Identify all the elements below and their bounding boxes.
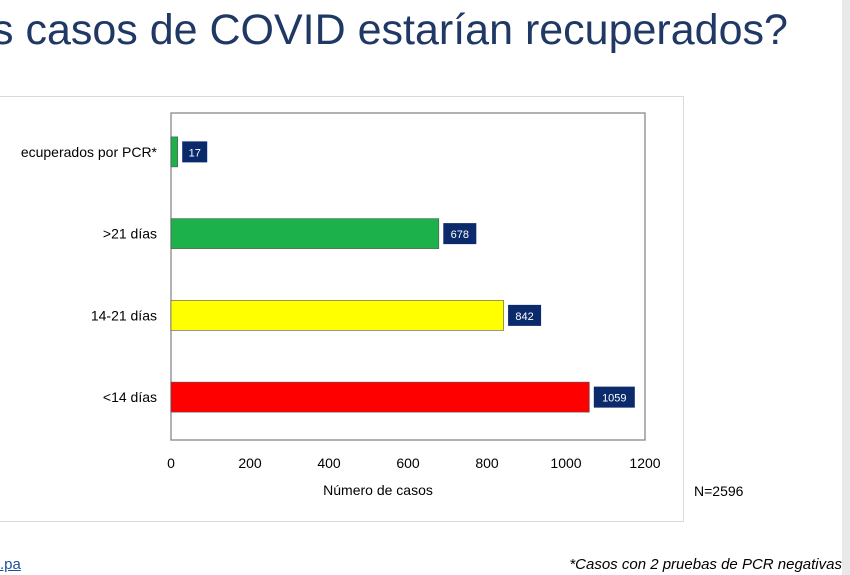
footnote: *Casos con 2 pruebas de PCR negativas	[569, 556, 842, 573]
data-label-box	[592, 385, 636, 409]
x-tick-label: 800	[475, 455, 499, 471]
data-label: 1059	[602, 393, 626, 405]
bar	[170, 136, 179, 168]
category-label: <14 días	[103, 389, 157, 405]
x-tick-label: 0	[167, 455, 175, 471]
plot-area-border	[170, 112, 646, 441]
data-label-box	[181, 140, 209, 164]
bar	[170, 218, 440, 249]
chart-frame: 0 200 400 600 800 1000 1200 Número de casos ecup…	[0, 96, 684, 522]
bar	[170, 300, 504, 331]
x-tick-label: 400	[317, 455, 341, 471]
x-tick-label: 1200	[629, 455, 660, 471]
sample-size-label: N=2596	[694, 483, 744, 499]
data-label-box	[507, 303, 543, 327]
bar	[170, 381, 590, 413]
category-label: 14-21 días	[91, 307, 157, 323]
data-label: 17	[189, 147, 201, 159]
data-label: 842	[515, 311, 533, 323]
x-tick-label: 600	[396, 455, 420, 471]
data-label-box	[442, 222, 478, 246]
window-edge	[842, 0, 850, 575]
x-tick-label: 200	[238, 455, 262, 471]
x-tick-label: 1000	[550, 455, 581, 471]
category-label: ecuperados por PCR*	[21, 144, 158, 160]
data-label: 678	[451, 229, 469, 241]
x-axis-label: Número de casos	[323, 482, 433, 498]
category-label: >21 días	[103, 226, 157, 242]
slide-title: s casos de COVID estarían recuperados?	[0, 6, 788, 54]
footer-link[interactable]: .pa	[0, 556, 21, 573]
bar-chart: 0 200 400 600 800 1000 1200 Número de casos ecup…	[21, 112, 661, 498]
